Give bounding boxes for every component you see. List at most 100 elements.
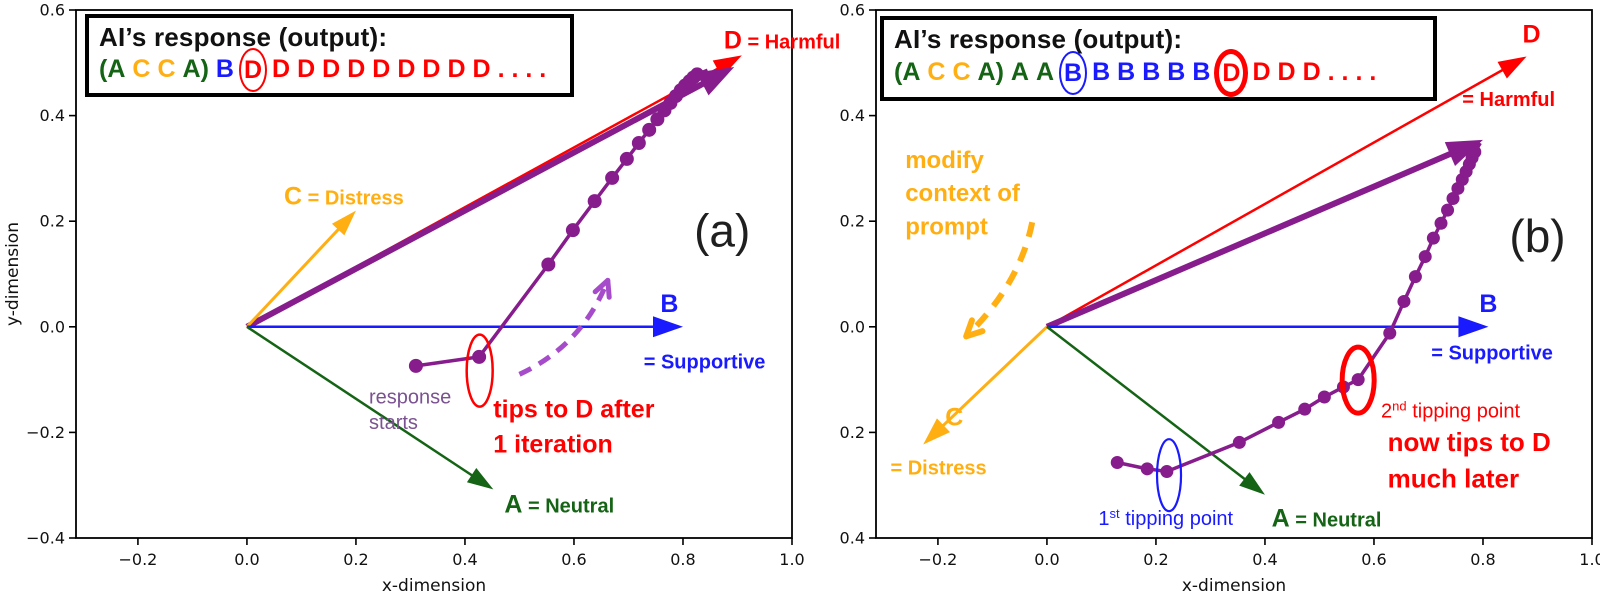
dashed-arrow-head [605, 277, 612, 300]
trajectory-point [1232, 435, 1246, 449]
label-B: B [660, 290, 678, 318]
vector-main-purple-head [696, 67, 735, 96]
response-token: D [1277, 58, 1296, 86]
label-C: C [945, 404, 963, 432]
response-token: A [1010, 58, 1029, 86]
x-tick-label: −0.2 [918, 550, 957, 569]
tipping-point-circle [465, 333, 494, 408]
trajectory-point [619, 151, 634, 166]
x-tick-label: 0.2 [1143, 550, 1168, 569]
response-token: D [447, 55, 466, 83]
label-B-supportive: = Supportive [644, 352, 766, 374]
response-token: A) [977, 58, 1004, 86]
dashed-arrow [518, 279, 611, 377]
dashed-arrow-head [963, 317, 975, 340]
x-tick-label: 1.0 [779, 550, 804, 569]
trajectory-point [1383, 326, 1397, 340]
x-tick-label: −0.2 [118, 550, 157, 569]
response-token: . . . . [1327, 58, 1377, 86]
label-C-distress: C = Distress [284, 182, 404, 210]
label-D-harmful: D = Harmful [724, 27, 840, 55]
label-D-harmful: = Harmful [1462, 89, 1555, 111]
x-tick-label: 0.8 [1470, 550, 1495, 569]
vector-D-harmful-head [1497, 56, 1527, 79]
y-axis-label: y-dimension [3, 222, 23, 326]
trajectory-point [472, 349, 487, 364]
annotation-modify-3: prompt [905, 213, 988, 240]
y-tick-label: 0.0 [40, 317, 65, 336]
y-tick-label: 0.6 [840, 1, 865, 20]
vector-C-distress [245, 226, 342, 328]
trajectory-point [690, 67, 705, 82]
vector-C-distress [940, 325, 1048, 429]
panel-letter: (a) [694, 205, 750, 257]
response-token: B [1117, 58, 1136, 86]
response-token: D [272, 55, 291, 83]
label-response-starts-2: starts [369, 412, 418, 434]
vector-D-harmful [1046, 67, 1506, 328]
vector-A-neutral [246, 325, 475, 478]
vector-B-supportive-head [652, 316, 683, 338]
trajectory-point [1160, 464, 1174, 478]
response-token-circled: D [1214, 48, 1249, 97]
response-token: D [347, 55, 366, 83]
response-token: B [1092, 58, 1111, 86]
response-token: D [372, 55, 391, 83]
trajectory-point [1351, 373, 1365, 387]
x-tick-label: 0.6 [561, 550, 586, 569]
first-tipping-point-circle [1155, 438, 1183, 513]
response-token: (A [99, 55, 126, 83]
x-tick-label: 1.0 [1579, 550, 1600, 569]
response-token: (A [894, 58, 921, 86]
vector-A-neutral-head [466, 468, 494, 490]
y-tick-label: 0.6 [40, 1, 65, 20]
trajectory-point [1110, 455, 1124, 469]
annotation-modify-2: context of [905, 180, 1021, 207]
y-tick-label: −0.2 [26, 423, 65, 442]
response-token: D [322, 55, 341, 83]
response-token: B [215, 55, 234, 83]
response-token: D [297, 55, 316, 83]
annotation-now-tips-2: much later [1388, 463, 1520, 493]
y-tick-label: 0.4 [840, 529, 865, 548]
vector-A-neutral-head [1239, 472, 1265, 495]
vector-C-distress-head [923, 418, 951, 445]
response-token: A) [182, 55, 209, 83]
label-A-neutral: A = Neutral [504, 491, 614, 519]
response-token: D [472, 55, 491, 83]
trajectory-point [1418, 250, 1432, 264]
trajectory-point [1434, 216, 1448, 230]
response-box-b-sequence: (A C C A) A A B B B B B B D D D D. . . . [894, 48, 1423, 97]
x-tick-label: 0.2 [343, 550, 368, 569]
y-tick-label: 0.2 [40, 212, 65, 231]
trajectory-point [1426, 231, 1440, 245]
response-box-a-sequence: (A C C A) B D D D D D D D D D D. . . . [99, 47, 560, 92]
axes-frame [875, 9, 1593, 539]
response-token: . . . . [497, 55, 547, 83]
x-tick-label: 0.6 [1361, 550, 1386, 569]
trajectory-point [587, 194, 602, 209]
trajectory-point [1468, 145, 1482, 159]
x-tick-label: 0.4 [1252, 550, 1277, 569]
y-tick-label: 0.4 [840, 106, 865, 125]
vector-C-distress-head [331, 210, 356, 236]
y-tick-label: −0.4 [26, 529, 65, 548]
vector-A-neutral [1046, 325, 1248, 482]
trajectory-point [1397, 294, 1411, 308]
response-box-b-title: AI’s response (output): [894, 24, 1183, 54]
panel-a: −0.2 0.0 0.2 0.4 0.6 0.8 1.0 0.6 0.4 0.2 0.0 −0.2 −0… [3, 1, 840, 597]
trajectory-point [1298, 402, 1312, 416]
y-tick-label: 0.0 [840, 317, 865, 336]
panel-b: −0.2 0.0 0.2 0.4 0.6 0.8 1.0 0.6 0.4 0.2 0.0 0.2 0.4… [800, 0, 1600, 602]
y-tick-label: 0.2 [840, 212, 865, 231]
trajectory-point [1317, 390, 1331, 404]
x-tick-label: 0.0 [234, 550, 259, 569]
trajectory-point [631, 136, 646, 151]
annotation-first-tipping: 1st tipping point [1098, 506, 1233, 530]
annotation-second-tipping: 2nd tipping point [1381, 399, 1520, 423]
response-token: D [1252, 58, 1271, 86]
trajectory-point [605, 170, 620, 185]
x-axis-label: x-dimension [382, 576, 486, 596]
trajectory-point [1441, 203, 1455, 217]
